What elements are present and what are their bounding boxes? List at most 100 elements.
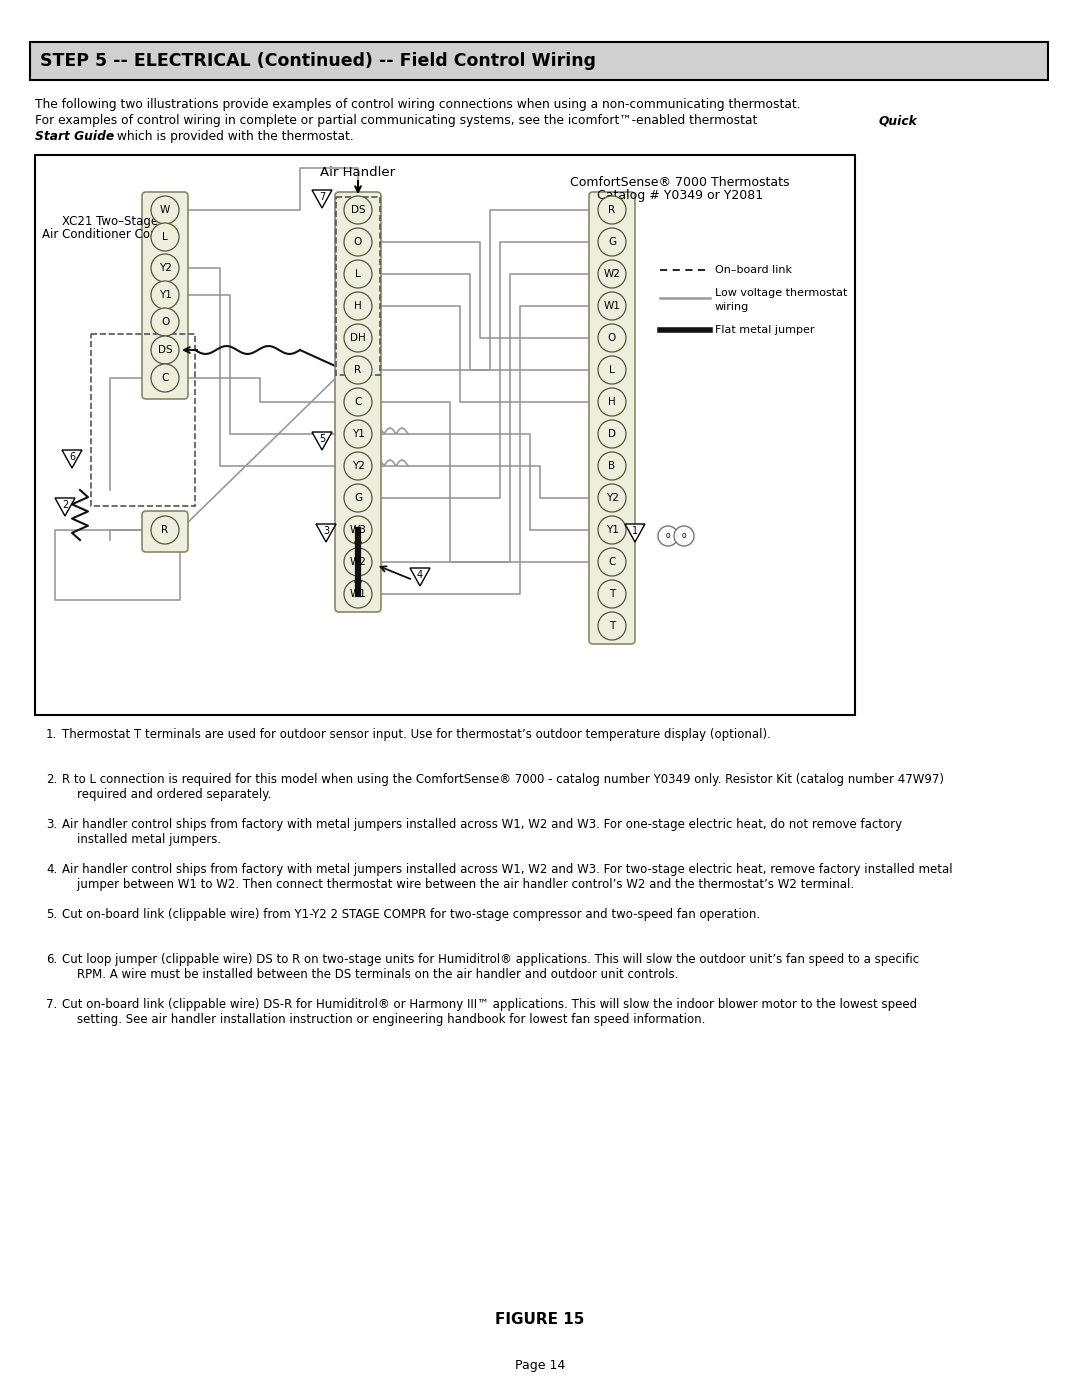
Text: Air Handler: Air Handler [321,166,395,179]
Text: Thermostat T terminals are used for outdoor sensor input. Use for thermostat’s o: Thermostat T terminals are used for outd… [62,728,771,740]
Circle shape [598,580,626,608]
Circle shape [345,260,372,288]
Text: W1: W1 [604,300,620,312]
Text: Start Guide: Start Guide [35,130,114,142]
Text: Air handler control ships from factory with metal jumpers installed across W1, W: Air handler control ships from factory w… [62,819,902,847]
Circle shape [598,324,626,352]
Circle shape [151,515,179,543]
Circle shape [345,388,372,416]
FancyBboxPatch shape [141,511,188,552]
Circle shape [598,515,626,543]
Circle shape [598,260,626,288]
Text: The following two illustrations provide examples of control wiring connections w: The following two illustrations provide … [35,98,800,110]
Text: Y1: Y1 [606,525,619,535]
Circle shape [598,196,626,224]
Text: C: C [161,373,168,383]
Circle shape [345,420,372,448]
Text: FIGURE 15: FIGURE 15 [496,1313,584,1327]
Bar [336,197,380,374]
Text: Cut loop jumper (clippable wire) DS to R on two-stage units for Humiditrol® appl: Cut loop jumper (clippable wire) DS to R… [62,953,919,981]
Text: G: G [354,493,362,503]
Text: Air handler control ships from factory with metal jumpers installed across W1, W: Air handler control ships from factory w… [62,863,953,891]
Circle shape [598,548,626,576]
Text: 4: 4 [417,570,423,580]
Text: Air Conditioner Control: Air Conditioner Control [42,228,178,242]
Text: W2: W2 [604,270,620,279]
Text: Flat metal jumper: Flat metal jumper [715,326,814,335]
Text: O: O [354,237,362,247]
Circle shape [345,453,372,481]
Circle shape [598,420,626,448]
Polygon shape [62,450,82,468]
Circle shape [598,612,626,640]
Text: XC21 Two–Stage: XC21 Two–Stage [62,215,158,228]
Text: L: L [355,270,361,279]
Bar [35,155,855,715]
Text: 6: 6 [69,453,76,462]
Text: Y1: Y1 [352,429,364,439]
Polygon shape [55,497,75,515]
Circle shape [151,281,179,309]
FancyBboxPatch shape [589,191,635,644]
Polygon shape [625,524,645,542]
Text: 4.: 4. [46,863,57,876]
Circle shape [598,483,626,511]
Circle shape [151,365,179,393]
Text: For examples of control wiring in complete or partial communicating systems, see: For examples of control wiring in comple… [35,115,761,127]
Text: H: H [354,300,362,312]
Circle shape [345,324,372,352]
Text: B: B [608,461,616,471]
Text: 1.: 1. [46,728,57,740]
Circle shape [151,254,179,282]
Circle shape [598,292,626,320]
Text: which is provided with the thermostat.: which is provided with the thermostat. [113,130,354,142]
Text: W3: W3 [350,525,366,535]
Circle shape [151,196,179,224]
Text: 5: 5 [319,434,325,444]
Circle shape [598,228,626,256]
Text: 7: 7 [319,191,325,203]
Circle shape [151,224,179,251]
Text: Cut on-board link (clippable wire) from Y1-Y2 2 STAGE COMPR for two-stage compre: Cut on-board link (clippable wire) from … [62,908,760,921]
Text: T: T [609,622,616,631]
Text: W1: W1 [350,590,366,599]
Bar [30,42,1048,80]
Circle shape [345,548,372,576]
Text: 1: 1 [632,527,638,536]
Text: G: G [608,237,616,247]
Text: 6.: 6. [46,953,57,965]
Text: L: L [609,365,615,374]
Circle shape [674,527,694,546]
Text: Low voltage thermostat: Low voltage thermostat [715,288,848,298]
Text: O: O [608,332,616,344]
Text: DH: DH [350,332,366,344]
Circle shape [345,292,372,320]
Text: Y1: Y1 [159,291,172,300]
Circle shape [345,228,372,256]
Text: W: W [160,205,171,215]
Circle shape [345,515,372,543]
Text: L: L [162,232,167,242]
Circle shape [345,483,372,511]
Circle shape [658,527,678,546]
Text: R: R [608,205,616,215]
Circle shape [151,307,179,337]
Circle shape [598,356,626,384]
Text: DS: DS [158,345,173,355]
Text: R to L connection is required for this model when using the ComfortSense® 7000 -: R to L connection is required for this m… [62,773,944,800]
Circle shape [598,388,626,416]
Text: STEP 5 -- ELECTRICAL (Continued) -- Field Control Wiring: STEP 5 -- ELECTRICAL (Continued) -- Fiel… [40,52,596,70]
Text: C: C [608,557,616,567]
Text: 3.: 3. [46,819,57,831]
Text: Cut on-board link (clippable wire) DS-R for Humiditrol® or Harmony III™ applicat: Cut on-board link (clippable wire) DS-R … [62,997,917,1025]
Text: 2: 2 [62,500,68,510]
Text: Catalog # Y0349 or Y2081: Catalog # Y0349 or Y2081 [597,190,764,203]
Polygon shape [410,569,430,585]
Text: 5.: 5. [46,908,57,921]
Bar [91,334,195,506]
Text: Y2: Y2 [352,461,364,471]
Polygon shape [312,190,332,208]
Text: Y2: Y2 [606,493,619,503]
Text: ComfortSense® 7000 Thermostats: ComfortSense® 7000 Thermostats [570,176,789,189]
Text: T: T [609,590,616,599]
